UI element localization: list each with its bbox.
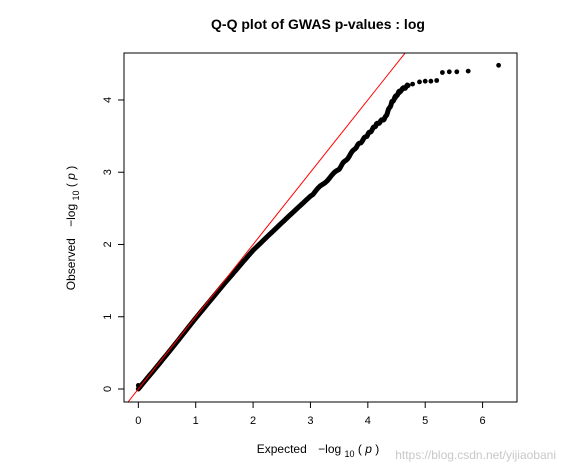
y-axis-label: Observed −log 10 ( p ) bbox=[64, 166, 82, 290]
x-axis-label-var: p bbox=[364, 442, 372, 456]
y-tick-label-2: 2 bbox=[102, 241, 114, 247]
x-axis-label-paren-close: ) bbox=[375, 442, 379, 456]
y-axis-label-paren-open: ( bbox=[64, 183, 78, 187]
data-point-13 bbox=[454, 69, 460, 75]
chart-title: Q-Q plot of GWAS p-values : log bbox=[211, 16, 425, 32]
watermark: https://blog.csdn.net/yijiaobani bbox=[395, 448, 556, 462]
x-axis-label-expr: −log bbox=[318, 442, 341, 456]
y-axis: 0 1 2 3 4 bbox=[102, 97, 125, 392]
x-axis: 0 1 2 3 4 5 6 bbox=[135, 401, 486, 427]
x-tick-label-5: 5 bbox=[422, 415, 428, 427]
data-point-11 bbox=[440, 70, 445, 75]
x-axis-label-subscript: 10 bbox=[345, 449, 355, 459]
data-point-10 bbox=[434, 78, 440, 83]
plot-frame bbox=[123, 52, 518, 403]
y-axis-label-subscript: 10 bbox=[71, 190, 81, 200]
y-tick-label-0: 0 bbox=[102, 386, 114, 392]
x-tick-label-6: 6 bbox=[480, 415, 486, 427]
reference-line bbox=[127, 53, 406, 402]
x-tick-label-0: 0 bbox=[135, 415, 141, 427]
data-point-4 bbox=[401, 85, 406, 91]
data-point-3 bbox=[397, 90, 402, 96]
data-point-12 bbox=[446, 69, 452, 75]
y-axis-label-prefix: Observed bbox=[64, 238, 78, 290]
data-point-9 bbox=[428, 78, 434, 84]
data-point-1 bbox=[389, 99, 395, 105]
y-tick-label-4: 4 bbox=[102, 97, 114, 103]
data-point-14 bbox=[465, 68, 471, 74]
x-tick-label-4: 4 bbox=[365, 415, 371, 427]
data-point-7 bbox=[417, 79, 422, 85]
data-point-0 bbox=[135, 383, 141, 388]
observed-points-band bbox=[135, 82, 411, 392]
data-point-5 bbox=[405, 83, 411, 88]
data-point-2 bbox=[393, 95, 398, 101]
y-axis-label-paren-close: ) bbox=[64, 166, 78, 170]
x-tick-label-3: 3 bbox=[307, 415, 313, 427]
y-axis-label-expr: −log bbox=[64, 204, 78, 227]
x-tick-label-1: 1 bbox=[193, 415, 199, 427]
y-axis-label-var: p bbox=[64, 173, 78, 181]
y-tick-label-1: 1 bbox=[102, 314, 114, 320]
x-axis-label-prefix: Expected bbox=[257, 442, 307, 456]
x-axis-label-paren-open: ( bbox=[358, 442, 362, 456]
data-point-8 bbox=[422, 78, 428, 84]
data-point-15 bbox=[496, 62, 501, 68]
y-tick-label-3: 3 bbox=[102, 169, 114, 175]
data-point-6 bbox=[410, 81, 415, 87]
x-axis-label: Expected −log 10 ( p ) bbox=[257, 442, 380, 460]
x-tick-label-2: 2 bbox=[250, 415, 256, 427]
